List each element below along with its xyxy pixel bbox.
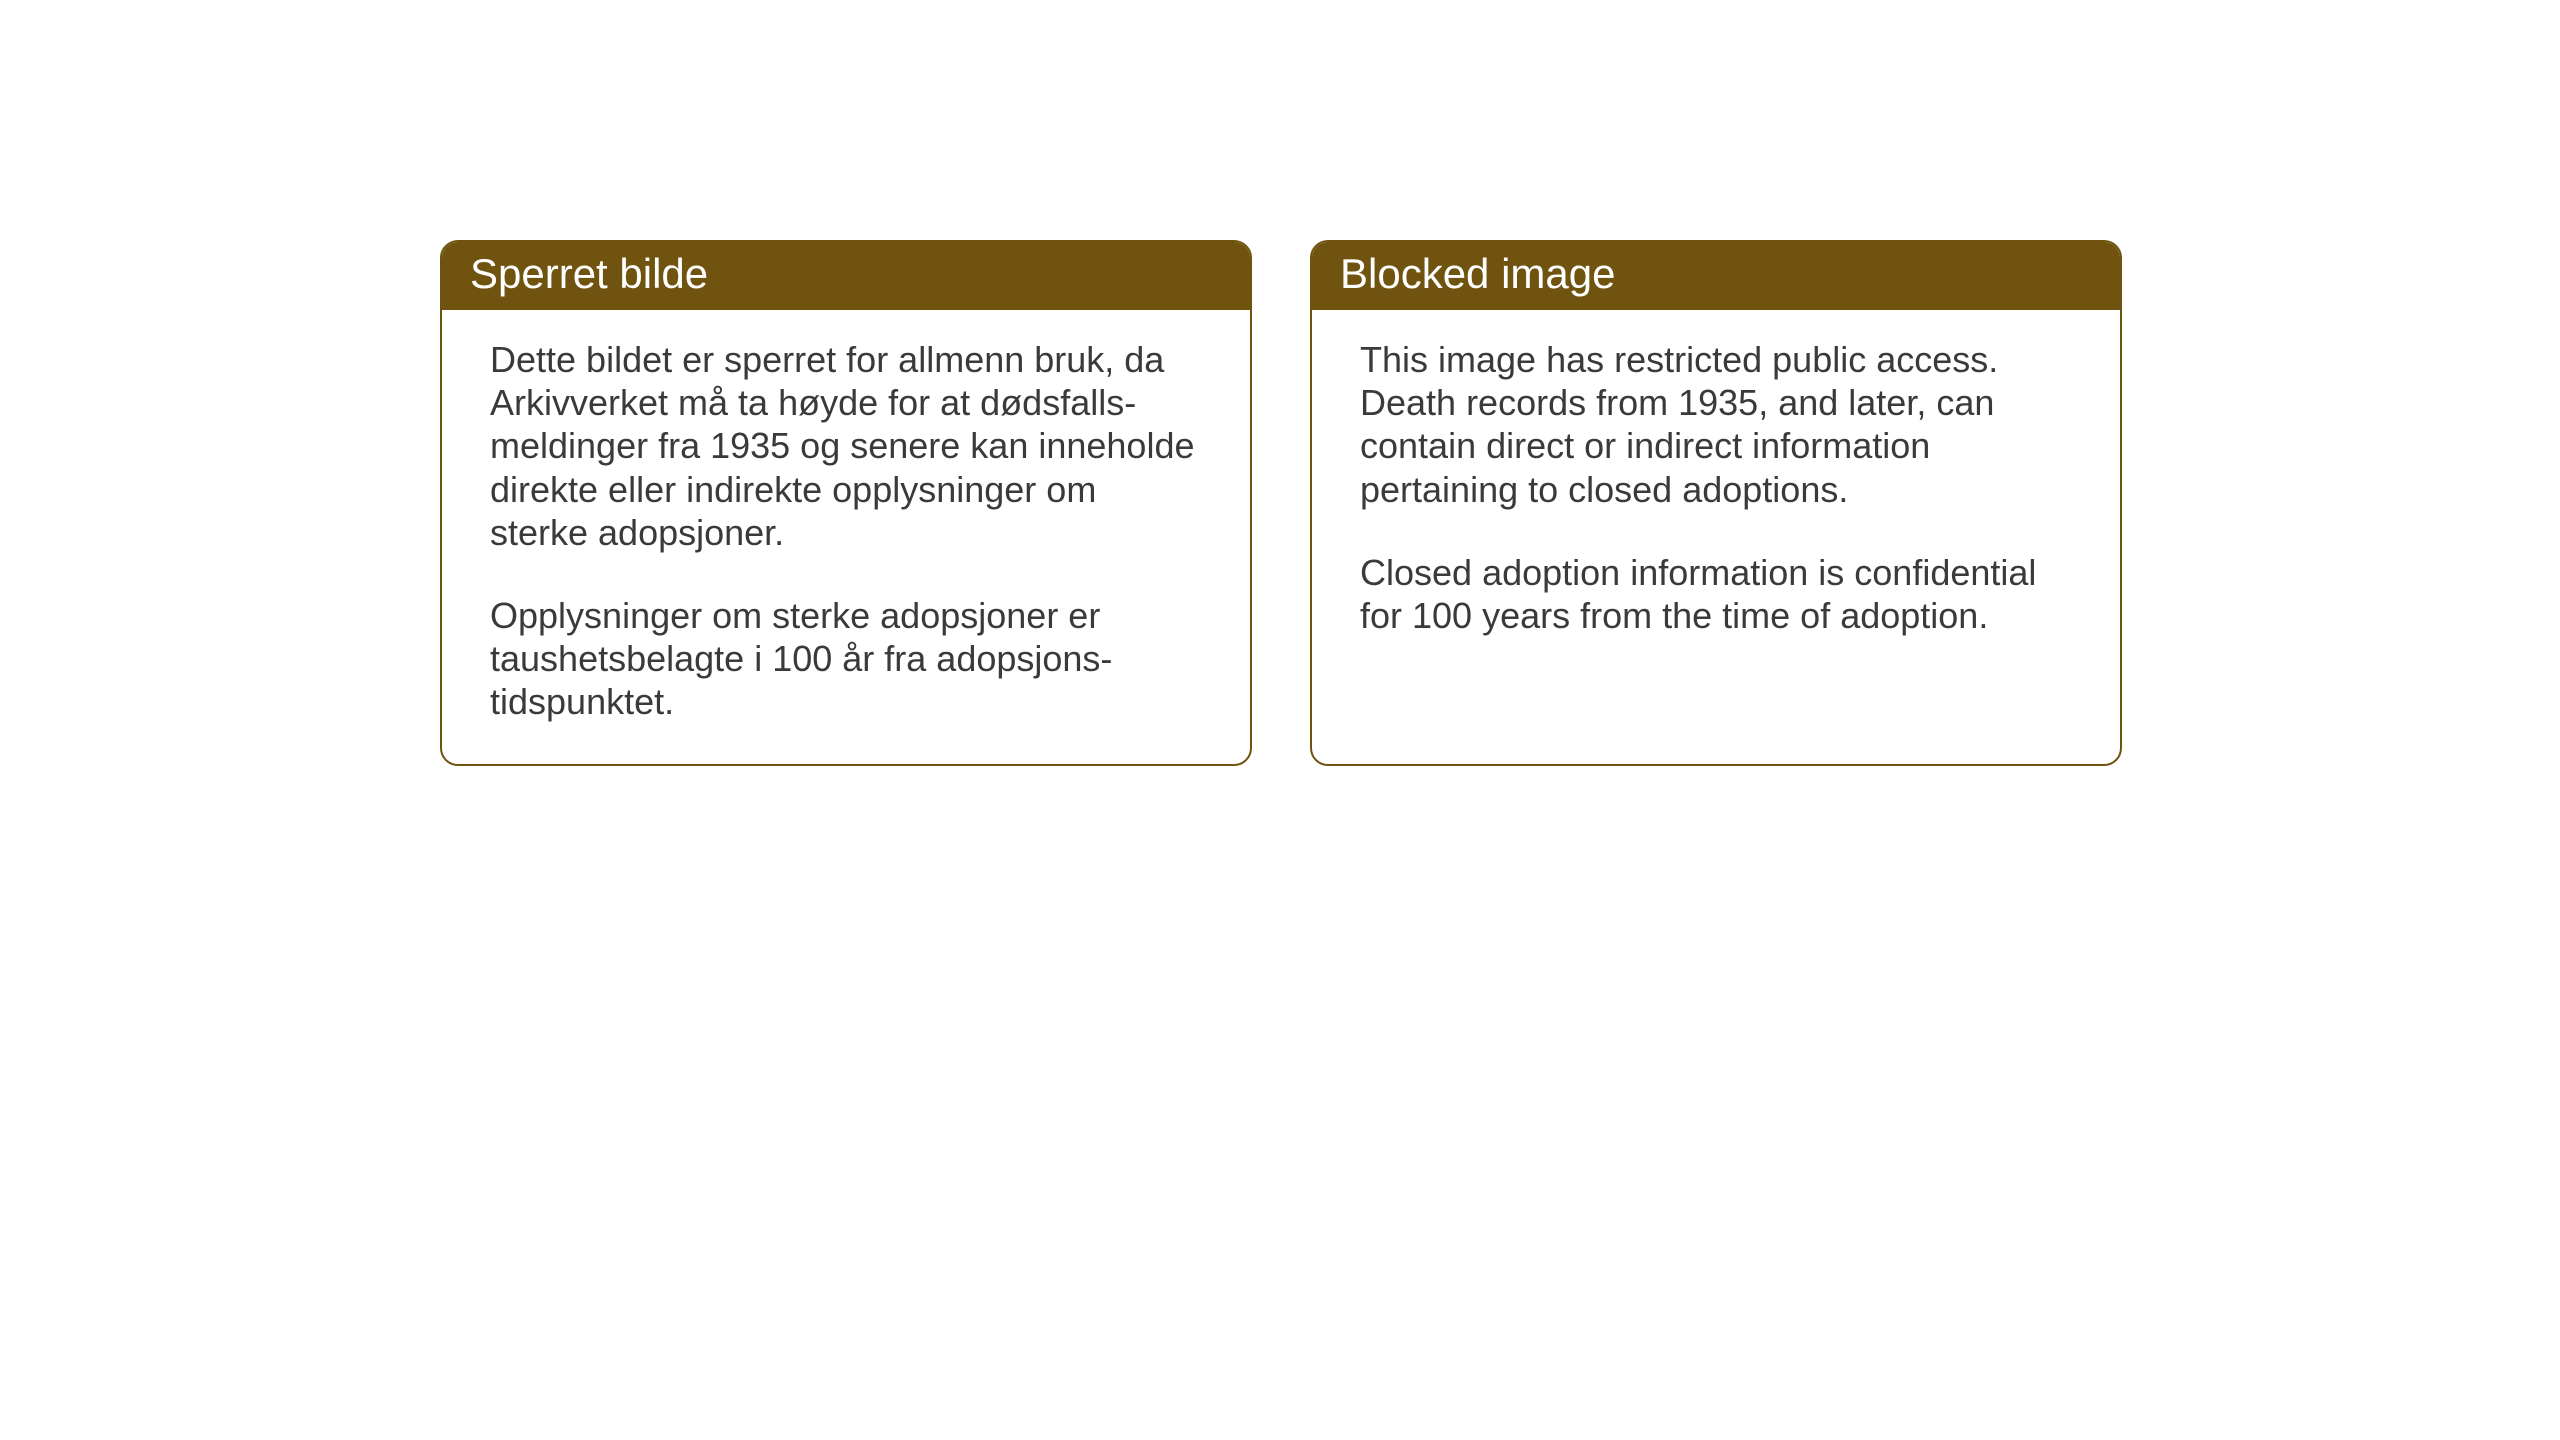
norwegian-notice-card: Sperret bilde Dette bildet er sperret fo… (440, 240, 1252, 766)
norwegian-title: Sperret bilde (470, 250, 708, 297)
english-paragraph-2: Closed adoption information is confident… (1360, 551, 2072, 637)
norwegian-card-body: Dette bildet er sperret for allmenn bruk… (442, 310, 1250, 764)
english-card-header: Blocked image (1312, 242, 2120, 310)
norwegian-paragraph-2: Opplysninger om sterke adopsjoner er tau… (490, 594, 1202, 724)
english-title: Blocked image (1340, 250, 1615, 297)
english-notice-card: Blocked image This image has restricted … (1310, 240, 2122, 766)
notice-container: Sperret bilde Dette bildet er sperret fo… (440, 240, 2122, 766)
english-paragraph-1: This image has restricted public access.… (1360, 338, 2072, 511)
norwegian-paragraph-1: Dette bildet er sperret for allmenn bruk… (490, 338, 1202, 554)
english-card-body: This image has restricted public access.… (1312, 310, 2120, 760)
norwegian-card-header: Sperret bilde (442, 242, 1250, 310)
